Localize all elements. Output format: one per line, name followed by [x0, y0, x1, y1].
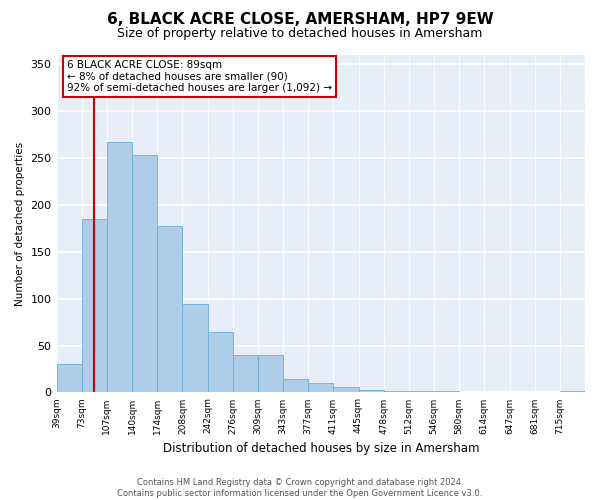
Bar — [82, 219, 107, 392]
Bar — [182, 304, 208, 392]
Bar — [308, 383, 334, 392]
Bar — [359, 390, 383, 392]
Bar — [157, 226, 182, 392]
Bar — [56, 364, 82, 392]
Bar — [132, 156, 157, 392]
Text: 6 BLACK ACRE CLOSE: 89sqm
← 8% of detached houses are smaller (90)
92% of semi-d: 6 BLACK ACRE CLOSE: 89sqm ← 8% of detach… — [67, 60, 332, 94]
Bar — [107, 142, 132, 393]
Bar — [233, 355, 258, 393]
Bar — [283, 380, 308, 392]
Text: 6, BLACK ACRE CLOSE, AMERSHAM, HP7 9EW: 6, BLACK ACRE CLOSE, AMERSHAM, HP7 9EW — [107, 12, 493, 28]
Bar — [208, 332, 233, 392]
Bar — [383, 390, 409, 392]
X-axis label: Distribution of detached houses by size in Amersham: Distribution of detached houses by size … — [163, 442, 479, 455]
Bar — [258, 355, 283, 393]
Text: Size of property relative to detached houses in Amersham: Size of property relative to detached ho… — [118, 28, 482, 40]
Text: Contains HM Land Registry data © Crown copyright and database right 2024.
Contai: Contains HM Land Registry data © Crown c… — [118, 478, 482, 498]
Y-axis label: Number of detached properties: Number of detached properties — [15, 142, 25, 306]
Bar — [334, 387, 359, 392]
